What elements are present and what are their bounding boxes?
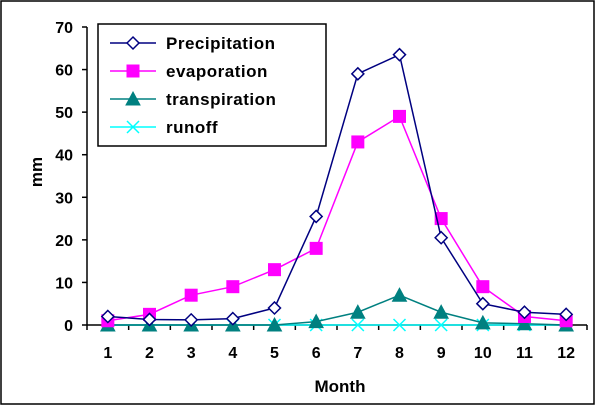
data-point	[516, 315, 533, 331]
x-tick-label: 11	[516, 345, 533, 362]
legend-label: evaporation	[166, 62, 268, 81]
data-point	[267, 300, 282, 316]
data-point	[393, 109, 406, 123]
data-point	[266, 316, 283, 332]
data-point	[184, 288, 198, 302]
y-tick-label: 0	[64, 318, 73, 335]
data-point	[475, 296, 490, 311]
y-tick-label: 50	[55, 105, 73, 122]
data-point	[476, 280, 490, 294]
x-tick-label: 6	[312, 345, 321, 362]
x-tick-label: 8	[395, 345, 404, 362]
y-tick-label: 70	[55, 20, 73, 37]
x-tick-label: 7	[353, 345, 362, 362]
data-point	[225, 311, 240, 326]
data-point	[351, 318, 365, 332]
data-point	[517, 305, 532, 320]
legend-marker	[125, 35, 141, 51]
data-point	[434, 230, 449, 245]
x-tick-label: 4	[228, 345, 237, 362]
data-point	[100, 309, 115, 324]
y-tick-label: 20	[55, 233, 73, 250]
data-point	[349, 304, 366, 319]
legend-marker	[126, 64, 140, 78]
series-precipitation	[100, 47, 574, 327]
x-tick-label: 10	[474, 345, 492, 362]
data-point	[268, 263, 281, 277]
data-point	[309, 209, 324, 224]
data-point	[392, 47, 407, 62]
legend-item: Precipitation	[110, 34, 275, 53]
y-tick-label: 10	[55, 275, 73, 292]
legend-item: transpiration	[110, 90, 276, 109]
data-point	[434, 318, 448, 332]
data-point	[350, 66, 365, 81]
legend-label: Precipitation	[166, 34, 275, 53]
data-point	[391, 287, 408, 302]
series-line	[107, 115, 567, 322]
data-point	[184, 312, 199, 327]
series-layer	[99, 47, 575, 332]
y-tick-label: 40	[55, 148, 73, 165]
series-line	[107, 294, 567, 326]
x-tick-label: 9	[437, 345, 446, 362]
data-point	[226, 280, 240, 294]
legend-marker	[126, 120, 140, 134]
y-tick-label: 30	[55, 190, 73, 207]
x-tick-label: 3	[187, 345, 196, 362]
legend-label: runoff	[166, 118, 218, 137]
legend-label: transpiration	[166, 90, 276, 109]
legend: Precipitation evaporation transpiration run…	[97, 23, 327, 147]
data-point	[308, 313, 325, 329]
data-point	[142, 312, 157, 327]
data-point	[351, 135, 365, 149]
x-tick-label: 1	[103, 345, 112, 362]
data-point	[559, 307, 574, 322]
legend-item: runoff	[110, 118, 218, 137]
x-tick-label: 2	[145, 345, 154, 362]
data-point	[433, 304, 450, 319]
legend-marker	[125, 90, 141, 106]
data-point	[309, 241, 323, 255]
legend-item: evaporation	[110, 62, 268, 81]
x-tick-label: 12	[557, 345, 575, 362]
y-tick-label: 60	[55, 63, 73, 80]
x-tick-label: 5	[270, 345, 279, 362]
legend-box	[97, 23, 327, 147]
data-point	[392, 318, 407, 332]
data-point	[474, 314, 491, 330]
x-axis-title: Month	[315, 377, 366, 396]
y-axis-title: mm	[27, 157, 46, 187]
